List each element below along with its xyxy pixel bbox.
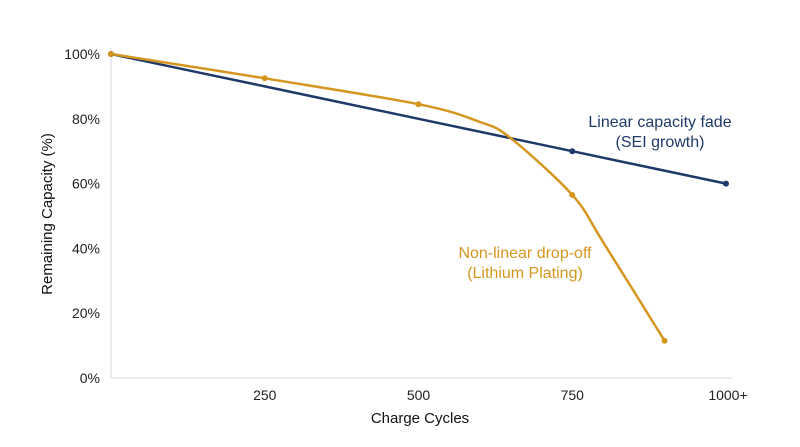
linear-fade-point (569, 148, 576, 155)
y-tick-label: 0% (80, 370, 100, 386)
y-tick-label: 20% (72, 305, 100, 321)
x-tick-label: 250 (253, 387, 277, 403)
y-tick-label: 60% (72, 176, 100, 192)
y-tick-label: 40% (72, 240, 100, 256)
nonlinear-dropoff-point (261, 75, 268, 82)
linear-fade-point (723, 180, 729, 187)
linear-fade-line (109, 52, 728, 185)
x-axis-title: Charge Cycles (371, 410, 469, 427)
nonlinear-dropoff-line (109, 52, 666, 342)
x-tick-label: 750 (561, 387, 585, 403)
nonlinear-dropoff-annotation-line: (Lithium Plating) (467, 265, 583, 282)
nonlinear-dropoff-point (661, 337, 668, 344)
y-tick-label: 100% (64, 46, 100, 62)
x-tick-label: 1000+ (708, 387, 747, 403)
linear-fade-annotation-line: Linear capacity fade (588, 114, 731, 131)
y-axis-title: Remaining Capacity (%) (39, 133, 56, 295)
y-tick-labels: 0% 20% 40% 60% 80% 100% (64, 46, 100, 386)
x-tick-labels: 250 500 750 1000+ (253, 387, 748, 403)
x-tick-label: 500 (407, 387, 431, 403)
nonlinear-dropoff-point (415, 101, 422, 108)
nonlinear-dropoff-point (569, 191, 576, 198)
linear-fade-annotation-line: (SEI growth) (616, 134, 705, 151)
nonlinear-dropoff-point (108, 51, 114, 57)
nonlinear-dropoff-annotation-line: Non-linear drop-off (458, 245, 592, 262)
annotation-layer: Linear capacity fade (SEI growth) Non-line… (458, 114, 731, 282)
y-tick-label: 80% (72, 111, 100, 127)
axes (110, 48, 732, 379)
series-layer (108, 51, 729, 344)
